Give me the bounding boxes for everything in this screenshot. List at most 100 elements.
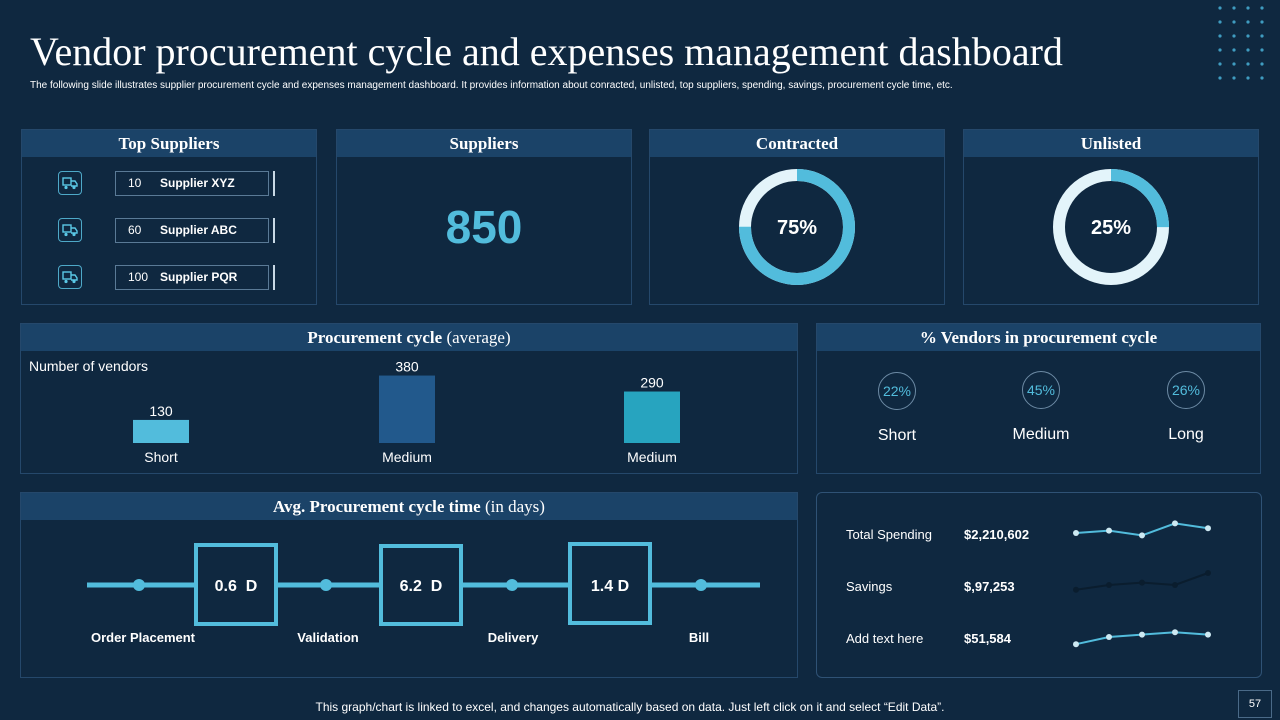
financial-value: $,97,253 <box>964 579 1015 594</box>
delivery-icon <box>58 171 82 195</box>
sparkline-point <box>1106 634 1112 640</box>
procurement-cycle-panel: Procurement cycle (average) Number of ve… <box>20 323 798 474</box>
chart-y-label: Number of vendors <box>29 358 149 374</box>
duration-box <box>568 542 652 625</box>
vendor-pct-label: Short <box>877 427 917 444</box>
spending-sparkline <box>1073 520 1211 539</box>
financial-value: $51,584 <box>964 631 1011 646</box>
duration-value: 1.4 D <box>591 578 629 595</box>
vendor-pct-label: Long <box>1168 426 1204 443</box>
cycle-time-heading-light: (in days) <box>484 497 545 516</box>
stage-label: Delivery <box>488 630 539 645</box>
other-sparkline <box>1073 629 1211 648</box>
contracted-value: 75% <box>777 217 817 239</box>
timeline-dot <box>506 579 518 591</box>
delivery-icon <box>58 218 82 242</box>
bar-value-label: 290 <box>640 375 664 391</box>
supplier-box: 10 Supplier XYZ <box>115 170 269 196</box>
page-number: 57 <box>1238 690 1272 718</box>
page-subtitle: The following slide illustrates supplier… <box>30 80 953 91</box>
bar-category-label: Medium <box>382 449 432 465</box>
sparkline-point <box>1073 641 1079 648</box>
financial-label: Total Spending <box>846 527 933 542</box>
sparkline-point <box>1139 532 1145 539</box>
unlisted-ring: 25% <box>1053 169 1169 285</box>
bar <box>624 391 680 443</box>
duration-value: 6.2 D <box>400 578 443 595</box>
bar-value-label: 130 <box>149 403 173 419</box>
supplier-number: 60 <box>128 223 142 237</box>
page-title: Vendor procurement cycle and expenses ma… <box>30 29 1063 74</box>
procurement-cycle-heading: Procurement cycle (average) <box>21 324 797 351</box>
timeline-dot <box>133 579 145 591</box>
stage-label: Order Placement <box>91 630 196 645</box>
dot-grid-decoration <box>1218 6 1264 80</box>
sparkline-point <box>1205 570 1211 576</box>
stage-label: Validation <box>297 630 358 645</box>
supplier-name: Supplier XYZ <box>160 176 235 190</box>
suppliers-heading: Suppliers <box>337 130 631 157</box>
sparkline-point <box>1172 520 1178 527</box>
bar-value-label: 380 <box>395 359 419 375</box>
vendor-pct-circle: 45% <box>1022 371 1060 409</box>
savings-sparkline <box>1073 570 1211 593</box>
bar <box>379 375 435 443</box>
contracted-panel: Contracted 75% <box>649 129 945 305</box>
sparkline-point <box>1073 586 1079 593</box>
procurement-cycle-heading-bold: Procurement cycle <box>307 328 443 347</box>
supplier-row: 100 Supplier PQR <box>58 264 275 290</box>
supplier-divider <box>273 170 275 196</box>
bar-category-label: Short <box>144 449 178 465</box>
procurement-bar-chart: 130 Short 380 Medium 290 Medium <box>133 359 680 465</box>
vendors-pct-heading: % Vendors in procurement cycle <box>817 324 1260 351</box>
bar-category-label: Medium <box>627 449 677 465</box>
sparkline-point <box>1205 631 1211 638</box>
procurement-cycle-heading-light: (average) <box>446 328 511 347</box>
suppliers-count: 850 <box>445 201 523 253</box>
contracted-heading: Contracted <box>650 130 944 157</box>
contracted-ring: 75% <box>739 169 855 285</box>
vendor-pct-circle: 26% <box>1167 371 1205 409</box>
timeline-dot <box>695 579 707 591</box>
financial-label: Add text here <box>846 631 924 646</box>
sparkline-point <box>1205 525 1211 532</box>
contracted-ring-arc <box>739 169 855 285</box>
footer-note: This graph/chart is linked to excel, and… <box>315 700 945 714</box>
financial-label: Savings <box>846 579 893 594</box>
stage-label: Bill <box>689 630 709 645</box>
sparkline-point <box>1172 582 1178 588</box>
duration-box <box>194 543 278 626</box>
supplier-number: 10 <box>128 176 142 190</box>
financials-panel: Total Spending $2,210,602 Savings $,97,2… <box>816 492 1262 678</box>
suppliers-panel: Suppliers 850 <box>336 129 632 305</box>
top-suppliers-heading: Top Suppliers <box>22 130 316 157</box>
sparkline-point <box>1172 629 1178 636</box>
supplier-name: Supplier ABC <box>160 223 237 237</box>
vendor-pct-circle: 22% <box>878 372 916 410</box>
unlisted-value: 25% <box>1091 217 1131 239</box>
sparkline-point <box>1106 527 1112 534</box>
supplier-box: 100 Supplier PQR <box>115 264 269 290</box>
vendor-pct-label: Medium <box>1012 426 1070 443</box>
duration-value: 0.6 D <box>215 578 258 595</box>
sparkline-point <box>1139 631 1145 638</box>
supplier-box: 60 Supplier ABC <box>115 217 269 243</box>
duration-box <box>379 544 463 626</box>
timeline-dot <box>320 579 332 591</box>
cycle-timeline: 0.6 D 6.2 D 1.4 D Order Placement Valida… <box>87 542 760 645</box>
supplier-name: Supplier PQR <box>160 270 238 284</box>
supplier-divider <box>273 217 275 243</box>
sparkline-point <box>1073 530 1079 536</box>
sparkline-point <box>1106 582 1112 588</box>
supplier-row: 10 Supplier XYZ <box>58 170 275 196</box>
unlisted-ring-arc <box>1053 169 1169 285</box>
vendors-pct-panel: % Vendors in procurement cycle 22% Short… <box>816 323 1261 474</box>
cycle-time-heading-bold: Avg. Procurement cycle time <box>273 497 481 516</box>
delivery-icon <box>58 265 82 289</box>
supplier-divider <box>273 264 275 290</box>
supplier-row: 60 Supplier ABC <box>58 217 275 243</box>
sparkline-point <box>1139 579 1145 586</box>
top-suppliers-panel: Top Suppliers 10 Supplier XYZ 60 Supplie… <box>21 129 317 305</box>
unlisted-heading: Unlisted <box>964 130 1258 157</box>
financial-value: $2,210,602 <box>964 527 1030 542</box>
